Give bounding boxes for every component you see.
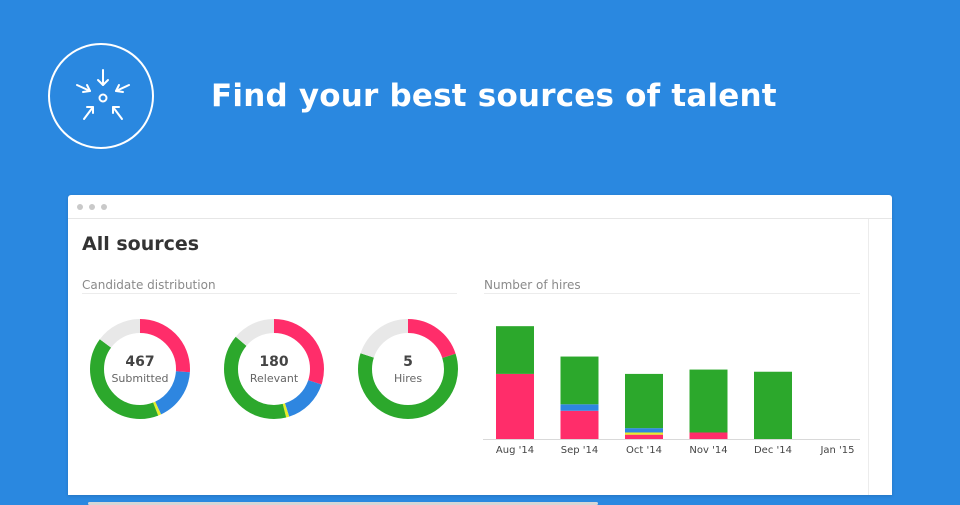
donut-submitted[interactable]: 467 Submitted xyxy=(90,319,190,419)
bar-segment-blue xyxy=(625,428,663,433)
window-dot xyxy=(89,204,95,210)
bar-segment-green xyxy=(496,326,534,374)
bar-segment-green xyxy=(689,369,728,433)
donut-segment-gray xyxy=(358,319,458,419)
divider xyxy=(868,219,869,495)
bar-segment-pink xyxy=(625,434,663,439)
donut-label: Submitted xyxy=(111,372,169,385)
bar-segment-pink xyxy=(496,373,534,439)
x-tick-label: Sep '14 xyxy=(561,445,599,456)
bar-segment-pink xyxy=(560,410,599,439)
divider xyxy=(484,293,860,294)
number-of-hires-label: Number of hires xyxy=(484,278,581,292)
headline: Find your best sources of talent xyxy=(211,78,777,114)
donut-hires[interactable]: 5 Hires xyxy=(358,319,458,419)
divider xyxy=(82,293,457,294)
donut-value: 5 xyxy=(403,354,413,370)
hires-bar-chart: Aug '14 Sep '14 Oct '14 Nov '14 Dec '14 Jan '… xyxy=(483,326,860,456)
x-tick-label: Nov '14 xyxy=(689,445,727,456)
donut-segment-green xyxy=(224,319,324,419)
donut-segment-gray xyxy=(90,319,190,419)
app-window: All sources Candidate distribution Numbe… xyxy=(68,195,892,505)
dashboard-content: All sources Candidate distribution Numbe… xyxy=(68,219,868,505)
logo-badge xyxy=(48,43,154,149)
window-titlebar xyxy=(68,195,892,219)
bar-segment-green xyxy=(625,373,663,429)
page-title: All sources xyxy=(82,233,200,255)
donut-value: 467 xyxy=(125,354,155,370)
converging-arrows-icon xyxy=(76,69,130,120)
donut-segment-gray xyxy=(224,319,324,419)
bar-segment-yellow xyxy=(625,432,663,435)
x-tick-label: Jan '15 xyxy=(819,445,854,456)
bar-segment-green xyxy=(560,356,599,405)
donut-relevant[interactable]: 180 Relevant xyxy=(224,319,324,419)
donut-label: Hires xyxy=(393,372,423,385)
x-tick-label: Dec '14 xyxy=(754,445,792,456)
donut-segment-green xyxy=(358,319,458,419)
donut-segment-green xyxy=(90,319,190,419)
bar-segment-blue xyxy=(560,404,599,411)
window-dot xyxy=(101,204,107,210)
x-tick-label: Oct '14 xyxy=(626,445,662,456)
donut-value: 180 xyxy=(259,354,289,370)
donut-label: Relevant xyxy=(249,372,299,385)
x-tick-label: Aug '14 xyxy=(496,445,534,456)
bar-segment-green xyxy=(754,371,792,439)
bar-segment-pink xyxy=(689,432,728,439)
window-dot xyxy=(77,204,83,210)
candidate-distribution-label: Candidate distribution xyxy=(82,278,216,292)
